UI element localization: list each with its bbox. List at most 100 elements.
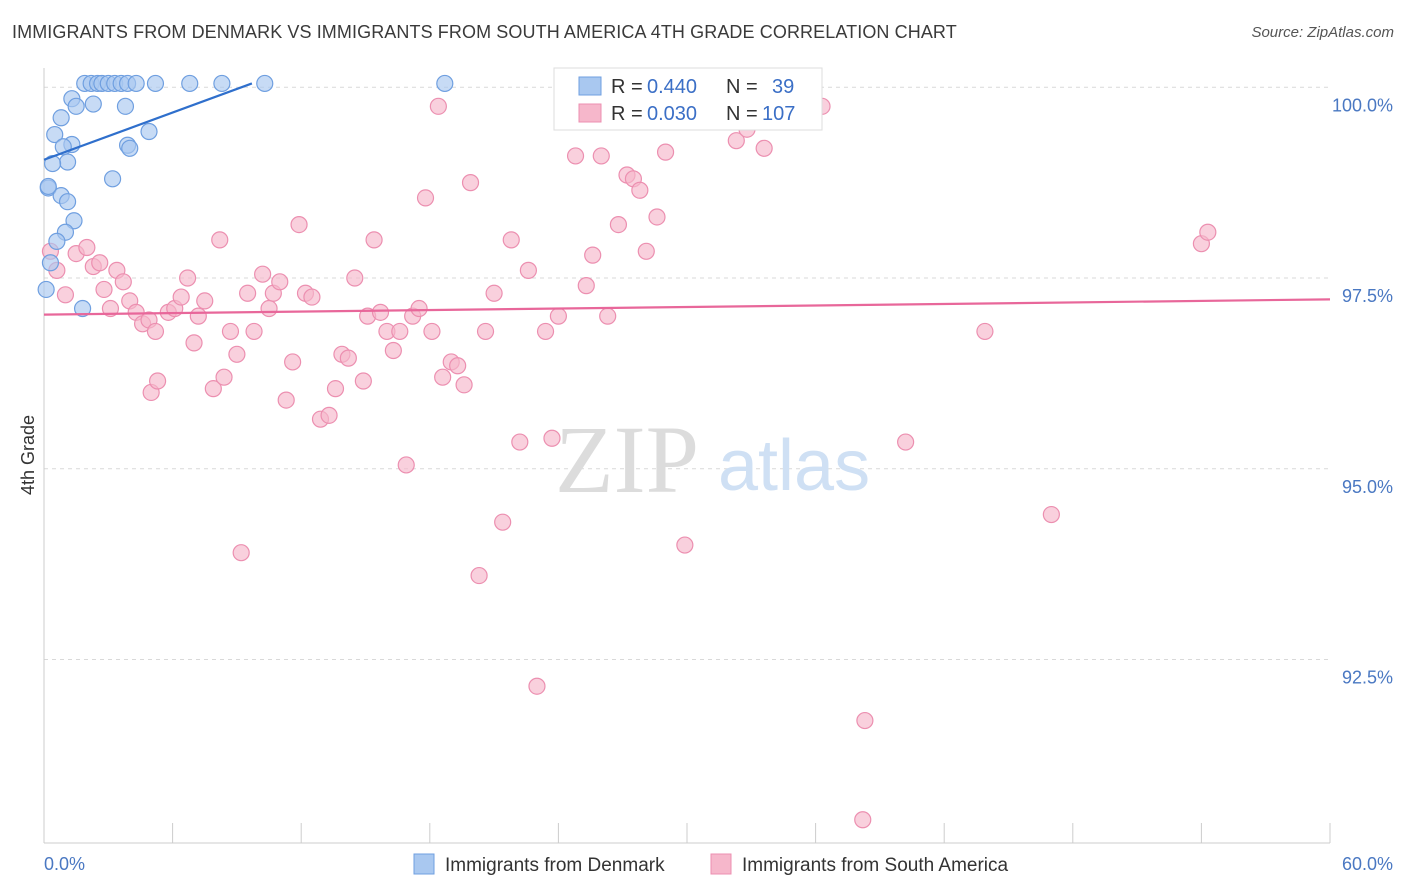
south-america-point <box>637 242 655 260</box>
denmark-point <box>146 74 165 93</box>
south-america-point <box>976 322 994 341</box>
south-america-point <box>397 456 415 474</box>
south-america-point <box>502 231 520 249</box>
watermark-atlas: atlas <box>718 426 870 506</box>
south-america-point <box>114 273 132 291</box>
south-america-point <box>429 97 447 115</box>
south-america-point <box>1042 505 1060 524</box>
south-america-point <box>371 303 390 321</box>
south-america-point <box>470 566 488 585</box>
south-america-point <box>549 307 568 325</box>
x-tick-label: 60.0% <box>1342 854 1393 874</box>
y-tick-labels: 100.0% 97.5% 95.0% 92.5% <box>1332 95 1393 687</box>
south-america-point <box>215 368 233 386</box>
denmark-point <box>58 153 77 171</box>
south-america-point <box>211 231 229 249</box>
stats-n-value-south-america: 107 <box>762 103 795 125</box>
south-america-point <box>854 811 872 829</box>
south-america-point <box>528 677 546 695</box>
stats-r-value-denmark: 0.440 <box>647 76 697 98</box>
south-america-point <box>254 265 272 283</box>
stats-r-label-south-america: R = <box>611 103 643 125</box>
watermark-zip: ZIP <box>555 406 699 513</box>
chart-title: IMMIGRANTS FROM DENMARK VS IMMIGRANTS FR… <box>12 22 957 42</box>
south-america-point <box>511 433 529 451</box>
south-america-point <box>1199 223 1217 241</box>
south-america-point <box>676 536 694 554</box>
trend-line <box>43 298 1331 316</box>
x-ticks: 0.0% 60.0% <box>43 823 1393 874</box>
south-america-point <box>271 273 289 291</box>
watermark: ZIP atlas <box>555 406 870 513</box>
south-america-point <box>476 322 495 341</box>
denmark-point <box>67 97 85 115</box>
denmark-point <box>256 74 274 93</box>
south-america-point <box>461 174 480 192</box>
trend-line <box>43 82 253 161</box>
denmark-point <box>41 254 60 272</box>
south-america-point <box>146 322 165 341</box>
south-america-point <box>455 376 473 394</box>
south-america-point <box>485 284 503 302</box>
south-america-point <box>423 322 441 341</box>
south-america-point <box>384 341 402 360</box>
chart-source: Source: ZipAtlas.com <box>1251 24 1394 41</box>
south-america-point <box>519 261 537 279</box>
south-america-point <box>284 353 302 371</box>
legend-label-south-america: Immigrants from South America <box>742 855 1009 876</box>
denmark-point <box>213 74 231 93</box>
denmark-point <box>46 125 64 144</box>
south-america-point <box>260 299 278 318</box>
south-america-point <box>449 357 467 375</box>
y-tick-label: 97.5% <box>1342 286 1393 306</box>
stats-n-label-denmark: N = <box>726 76 758 98</box>
south-america-point <box>897 433 915 451</box>
south-america-point <box>577 277 595 295</box>
legend-swatch-denmark <box>413 853 435 875</box>
south-america-point <box>101 299 120 318</box>
south-america-point <box>56 286 75 304</box>
south-america-point <box>148 372 167 390</box>
series-denmark <box>37 74 454 318</box>
denmark-point <box>58 193 77 211</box>
stats-n-value-denmark: 39 <box>772 76 794 98</box>
stats-legend-swatch-denmark <box>578 76 602 96</box>
south-america-point <box>599 307 617 325</box>
south-america-point <box>290 216 308 234</box>
y-tick-label: 100.0% <box>1332 95 1393 115</box>
y-tick-label: 92.5% <box>1342 668 1393 688</box>
y-tick-label: 95.0% <box>1342 477 1393 497</box>
denmark-point <box>121 139 139 157</box>
stats-legend-swatch-south-america <box>578 103 602 123</box>
denmark-point <box>140 122 158 141</box>
denmark-point <box>436 74 454 93</box>
south-america-point <box>566 147 585 165</box>
south-america-point <box>609 216 628 234</box>
x-tick-label: 0.0% <box>44 854 85 874</box>
south-america-point <box>339 349 357 367</box>
south-america-point <box>232 544 250 562</box>
south-america-point <box>391 322 409 341</box>
south-america-point <box>543 429 561 447</box>
south-america-point <box>494 513 512 531</box>
stats-r-label-denmark: R = <box>611 76 643 98</box>
denmark-point <box>181 74 199 93</box>
bottom-legend: Immigrants from Denmark Immigrants from … <box>413 853 1009 876</box>
south-america-point <box>592 147 610 165</box>
south-america-point <box>631 181 649 199</box>
denmark-point <box>37 280 55 299</box>
south-america-point <box>221 322 240 341</box>
south-america-point <box>320 406 338 424</box>
south-america-point <box>584 246 602 264</box>
south-america-point <box>91 254 109 272</box>
south-america-point <box>354 372 372 390</box>
south-america-point <box>196 292 214 310</box>
south-america-point <box>727 132 745 150</box>
south-america-point <box>172 288 190 306</box>
south-america-point <box>277 391 295 409</box>
south-america-point <box>856 711 874 730</box>
south-america-point <box>303 288 321 306</box>
denmark-point <box>84 95 102 113</box>
south-america-point <box>95 280 113 299</box>
